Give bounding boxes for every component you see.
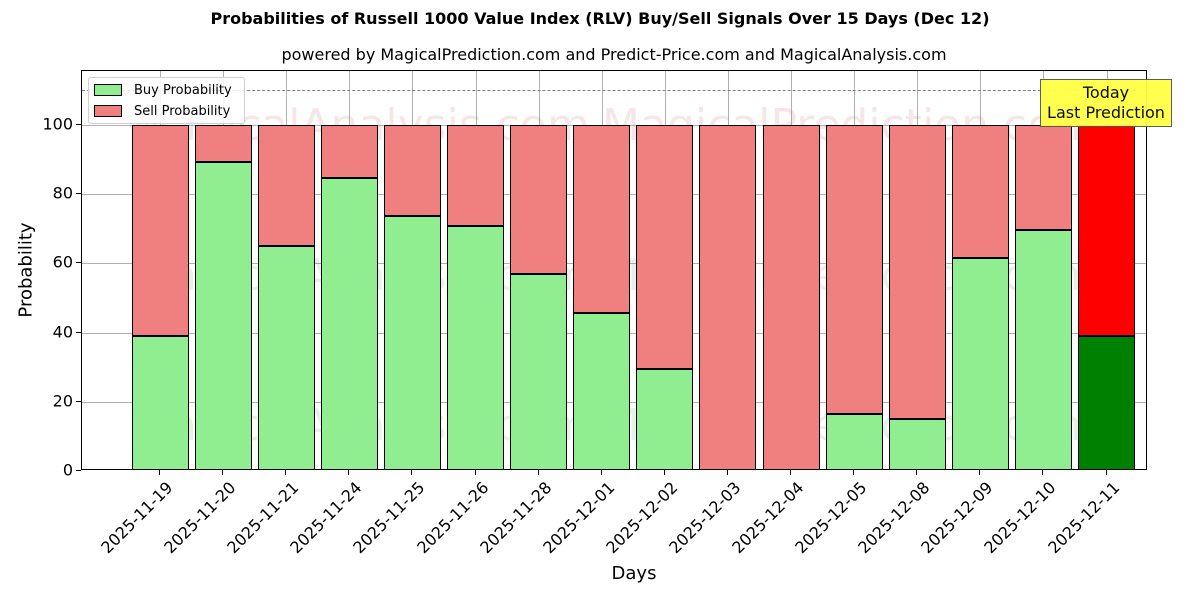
x-axis-label: Days: [611, 563, 657, 584]
x-tick-mark: [537, 470, 539, 475]
bar-buy: [636, 368, 694, 469]
x-tick-mark: [726, 470, 728, 475]
chart-title: Probabilities of Russell 1000 Value Inde…: [210, 9, 990, 28]
bar-sell: [131, 125, 189, 337]
bar-buy: [383, 215, 441, 469]
x-tick-mark: [853, 470, 855, 475]
legend: Buy Probability Sell Probability: [88, 77, 245, 124]
bar-buy: [888, 418, 946, 469]
x-tick-mark: [222, 470, 224, 475]
bar-sell: [194, 125, 252, 162]
today-annotation-line1: Today: [1082, 83, 1130, 102]
bar-buy: [194, 161, 252, 469]
bar-buy: [1078, 335, 1135, 469]
y-tick-mark: [76, 400, 81, 402]
bar-sell: [699, 125, 757, 469]
bar-sell: [257, 125, 315, 247]
bar-buy: [951, 257, 1009, 469]
today-annotation: Today Last Prediction: [1040, 79, 1172, 127]
chart-subtitle: powered by MagicalPrediction.com and Pre…: [281, 45, 947, 64]
bar-sell: [951, 125, 1009, 258]
bar-sell: [636, 125, 694, 369]
legend-swatch-sell: [94, 105, 122, 117]
x-tick-mark: [285, 470, 287, 475]
x-tick-mark: [600, 470, 602, 475]
bar-buy: [825, 413, 883, 469]
bar-sell: [825, 125, 883, 414]
bar-buy: [510, 274, 568, 469]
bar-buy: [131, 336, 189, 469]
bar-sell: [447, 125, 504, 227]
y-tick-label: 80: [52, 183, 73, 203]
legend-item-buy: Buy Probability: [94, 82, 232, 98]
bar-sell: [510, 125, 568, 275]
legend-item-sell: Sell Probability: [94, 103, 230, 119]
y-tick-label: 100: [42, 114, 73, 134]
legend-label-buy: Buy Probability: [134, 82, 232, 98]
bar-buy: [1014, 229, 1072, 469]
y-tick-mark: [76, 193, 81, 195]
y-tick-label: 20: [52, 391, 73, 411]
bar-sell: [762, 125, 820, 469]
y-tick-mark: [76, 331, 81, 333]
y-tick-mark: [76, 262, 81, 264]
bar-sell: [1078, 125, 1135, 336]
bar-buy: [257, 246, 315, 469]
x-tick-mark: [979, 470, 981, 475]
legend-label-sell: Sell Probability: [134, 103, 231, 119]
bar-buy: [573, 312, 631, 469]
legend-swatch-buy: [94, 84, 122, 96]
bar-sell: [1014, 125, 1072, 230]
plot-area: MagicalAnalysis.comMagicalPrediction.com…: [81, 70, 1147, 470]
y-tick-label: 0: [62, 460, 73, 480]
x-tick-mark: [348, 470, 350, 475]
x-tick-mark: [1105, 470, 1107, 475]
bar-sell: [383, 125, 441, 216]
x-tick-mark: [663, 470, 665, 475]
today-annotation-line2: Last Prediction: [1047, 103, 1165, 122]
y-tick-mark: [76, 124, 81, 125]
reference-line: [82, 90, 1146, 92]
bar-sell: [320, 125, 378, 179]
bar-sell: [573, 125, 631, 313]
y-tick-mark: [76, 470, 81, 471]
bar-buy: [320, 178, 378, 469]
x-tick-mark: [1042, 470, 1044, 475]
bar-buy: [447, 226, 504, 469]
x-tick-mark: [474, 470, 476, 475]
y-axis-label: Probability: [15, 222, 37, 318]
y-tick-label: 60: [52, 252, 73, 272]
x-tick-mark: [916, 470, 918, 475]
x-tick-mark: [159, 470, 160, 475]
x-tick-mark: [790, 470, 791, 475]
bar-sell: [888, 125, 946, 419]
y-tick-label: 40: [52, 322, 73, 342]
x-tick-mark: [411, 470, 413, 475]
